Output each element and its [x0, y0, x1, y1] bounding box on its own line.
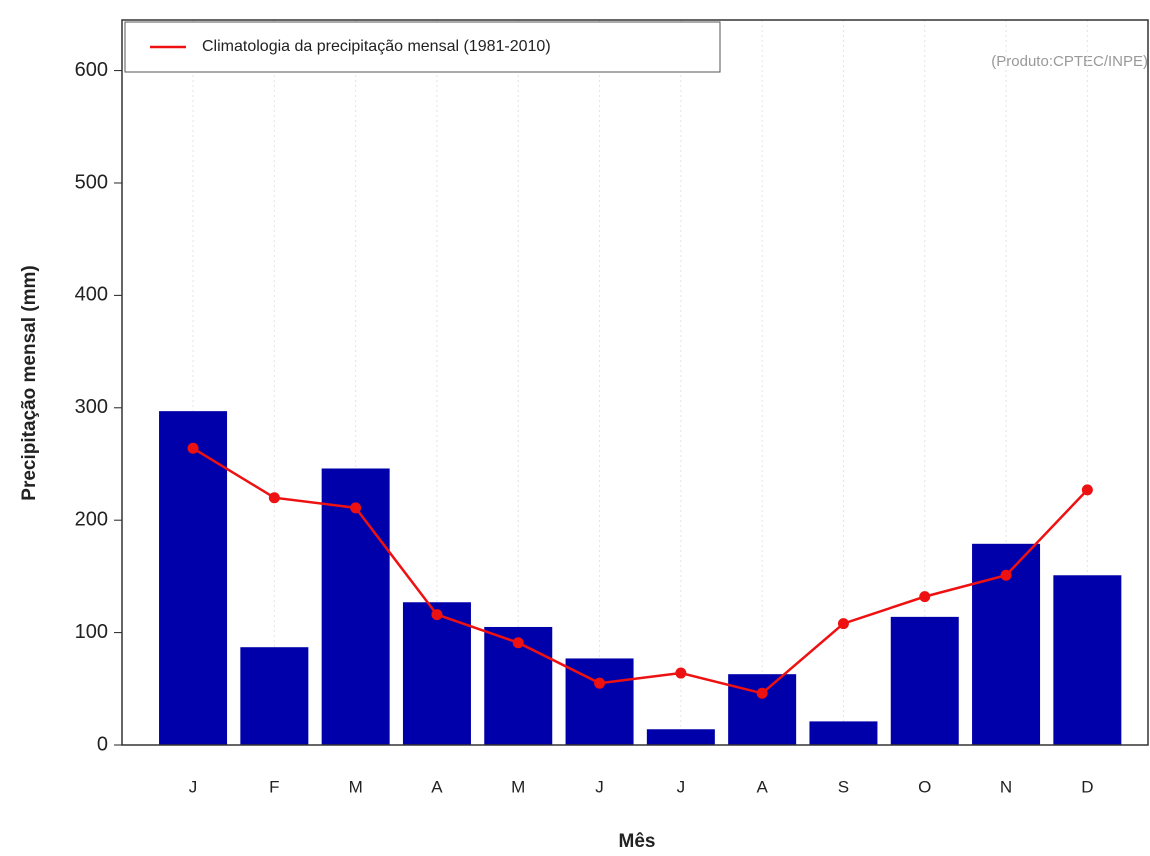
x-tick-label: O — [918, 777, 931, 796]
line-point — [675, 667, 687, 679]
x-tick-label: A — [431, 777, 443, 796]
bar — [646, 729, 715, 745]
line-point — [268, 492, 280, 504]
line-point — [512, 637, 524, 649]
bar — [809, 721, 878, 745]
y-tick-label: 400 — [75, 284, 108, 306]
legend-label: Climatologia da precipitação mensal (198… — [202, 38, 551, 55]
plot-frame — [121, 19, 1149, 746]
y-tick-label: 300 — [75, 396, 108, 418]
line-point — [919, 591, 931, 603]
y-tick-label: 200 — [75, 508, 108, 530]
x-tick-label: S — [838, 777, 849, 796]
x-tick-label: F — [269, 777, 279, 796]
bar — [728, 674, 797, 745]
bar — [890, 616, 959, 745]
x-tick-label: M — [511, 777, 525, 796]
x-tick-label: D — [1081, 777, 1093, 796]
y-tick-label: 600 — [75, 59, 108, 81]
line-point — [837, 618, 849, 630]
x-tick-label: M — [349, 777, 363, 796]
x-tick-label: N — [1000, 777, 1012, 796]
y-tick-label: 500 — [75, 171, 108, 193]
bar — [240, 647, 309, 745]
bar — [159, 411, 228, 745]
line — [192, 447, 1089, 695]
annotation: (Produto:CPTEC/INPE) — [991, 53, 1148, 70]
line-point — [431, 609, 443, 621]
y-tick-label: 0 — [97, 733, 108, 755]
line-point — [1081, 484, 1093, 496]
x-tick-label: J — [595, 777, 604, 796]
legend-box — [124, 21, 721, 73]
x-axis-label: Mês — [619, 831, 656, 852]
y-tick-label: 100 — [75, 621, 108, 643]
y-axis-label: Precipitação mensal (mm) — [19, 265, 40, 500]
bar — [402, 602, 471, 745]
x-tick-label: A — [756, 777, 768, 796]
line-point — [756, 687, 768, 699]
x-tick-label: J — [677, 777, 686, 796]
x-tick-label: J — [189, 777, 198, 796]
bar — [321, 468, 390, 745]
line-point — [594, 677, 606, 689]
line-point — [350, 502, 362, 514]
line-point — [187, 442, 199, 454]
bar — [1053, 575, 1122, 745]
line-point — [1000, 569, 1012, 581]
